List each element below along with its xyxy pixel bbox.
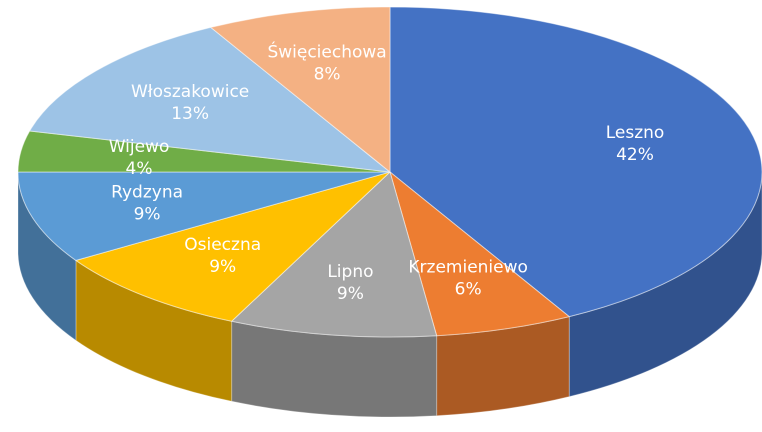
slice bbox=[209, 6, 391, 174]
slice-value-label: 13% bbox=[171, 104, 209, 124]
slice bbox=[230, 171, 438, 338]
slice-label: Rydzyna bbox=[111, 182, 183, 202]
slice bbox=[389, 170, 571, 337]
slice-value-label: 9% bbox=[209, 257, 236, 277]
slice bbox=[389, 6, 762, 318]
slice-value-label: 6% bbox=[455, 280, 482, 300]
slice-label: Krzemieniewo bbox=[408, 258, 528, 278]
slice-label: Osieczna bbox=[184, 235, 261, 255]
slice-label: Święciechowa bbox=[267, 40, 386, 62]
slice-value-label: 4% bbox=[126, 159, 153, 179]
slice bbox=[28, 26, 392, 173]
slice bbox=[74, 171, 391, 322]
slice-value-label: 42% bbox=[616, 145, 654, 165]
slice-value-label: 9% bbox=[134, 204, 161, 224]
slice bbox=[17, 171, 391, 261]
slice-label: Lipno bbox=[327, 262, 373, 282]
slice-label: Włoszakowice bbox=[131, 82, 249, 102]
slice-value-label: 8% bbox=[314, 64, 341, 84]
slice-label: Wijewo bbox=[109, 137, 170, 157]
slice-value-label: 9% bbox=[337, 284, 364, 304]
slice-label: Leszno bbox=[606, 123, 665, 143]
